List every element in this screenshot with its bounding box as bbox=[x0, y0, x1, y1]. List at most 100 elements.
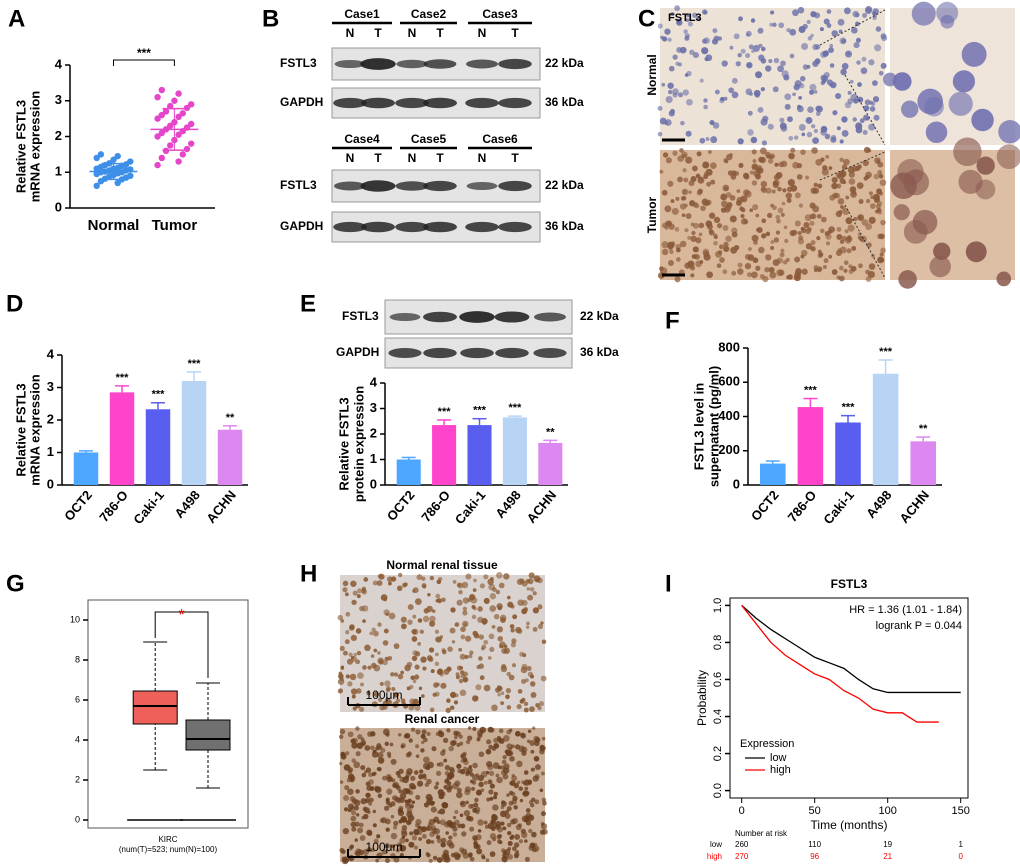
cell bbox=[865, 7, 872, 15]
cell bbox=[384, 656, 389, 662]
cell bbox=[660, 267, 668, 275]
cell bbox=[399, 776, 406, 783]
cell bbox=[391, 844, 395, 849]
cell bbox=[507, 601, 514, 608]
cell bbox=[692, 12, 698, 18]
cell bbox=[538, 701, 545, 707]
cell bbox=[668, 89, 673, 95]
cell bbox=[350, 806, 355, 811]
cell bbox=[356, 594, 361, 599]
cell bbox=[752, 204, 759, 211]
cell bbox=[420, 733, 426, 739]
lane-label: N bbox=[408, 26, 417, 40]
cell bbox=[788, 152, 795, 160]
cell bbox=[528, 828, 533, 834]
cell bbox=[814, 58, 821, 65]
cell bbox=[435, 598, 440, 603]
cell bbox=[759, 156, 767, 164]
blot-band bbox=[334, 181, 366, 191]
cell bbox=[675, 244, 682, 250]
cell bbox=[421, 729, 427, 735]
cell bbox=[460, 754, 464, 758]
cell bbox=[472, 588, 477, 592]
cell bbox=[723, 241, 729, 248]
blot-band bbox=[361, 221, 395, 233]
cell bbox=[731, 227, 738, 234]
cell bbox=[459, 670, 465, 675]
cell bbox=[779, 117, 785, 123]
dot bbox=[154, 93, 161, 101]
cell bbox=[867, 270, 875, 279]
cell bbox=[758, 43, 763, 48]
cell bbox=[358, 822, 364, 828]
cell bbox=[507, 853, 514, 860]
cell bbox=[868, 216, 876, 224]
cell bbox=[467, 726, 472, 730]
cell bbox=[383, 628, 389, 634]
cell bbox=[496, 685, 502, 690]
cell bbox=[805, 175, 810, 180]
cell bbox=[347, 681, 353, 687]
cell bbox=[342, 580, 349, 587]
cell bbox=[511, 846, 517, 852]
cell bbox=[761, 218, 767, 224]
cell bbox=[784, 238, 789, 244]
cell bbox=[540, 675, 547, 682]
cell bbox=[781, 70, 789, 78]
cell bbox=[903, 169, 930, 196]
cell bbox=[695, 237, 702, 244]
cell bbox=[724, 159, 729, 164]
cell bbox=[965, 241, 987, 263]
cell bbox=[679, 148, 684, 153]
cell bbox=[415, 754, 420, 758]
cell bbox=[367, 731, 373, 737]
cell bbox=[873, 173, 880, 180]
cell bbox=[748, 44, 754, 50]
cell bbox=[348, 652, 353, 657]
cell bbox=[488, 789, 494, 795]
cell bbox=[841, 62, 849, 70]
y-axis-label: supernatant (pg/ml) bbox=[706, 366, 721, 487]
cell bbox=[765, 65, 772, 72]
cell bbox=[446, 666, 452, 672]
y-tick-label: 2 bbox=[75, 774, 80, 784]
cell bbox=[410, 775, 416, 782]
blot-band bbox=[396, 59, 428, 69]
cell bbox=[506, 806, 512, 812]
cell bbox=[512, 817, 519, 824]
cell bbox=[381, 849, 387, 855]
cell bbox=[506, 822, 512, 828]
cell bbox=[756, 227, 763, 233]
blot-band bbox=[423, 180, 457, 192]
cell bbox=[817, 183, 823, 189]
cell bbox=[384, 843, 390, 849]
cell bbox=[453, 851, 460, 858]
cell bbox=[757, 106, 764, 113]
cell bbox=[412, 679, 417, 684]
y-tick-label: 4 bbox=[370, 374, 378, 389]
cell bbox=[831, 30, 838, 37]
cell bbox=[392, 795, 398, 801]
cell bbox=[684, 203, 688, 208]
cell bbox=[842, 180, 847, 185]
cell bbox=[681, 213, 686, 218]
cell bbox=[370, 745, 375, 751]
cell bbox=[521, 831, 528, 839]
cell bbox=[378, 573, 385, 580]
cell bbox=[478, 656, 483, 661]
cell bbox=[410, 727, 416, 732]
cell bbox=[376, 743, 382, 749]
cell bbox=[781, 201, 786, 206]
cell bbox=[380, 747, 386, 753]
cell bbox=[852, 117, 857, 122]
cell bbox=[793, 84, 800, 91]
cell bbox=[840, 205, 844, 209]
cell bbox=[784, 93, 792, 101]
y-tick-label: 0 bbox=[55, 199, 62, 214]
cell bbox=[541, 797, 547, 803]
cell bbox=[353, 652, 357, 657]
cell bbox=[868, 59, 875, 66]
cell bbox=[493, 737, 499, 743]
significance: ** bbox=[919, 423, 928, 435]
cell bbox=[382, 659, 388, 666]
